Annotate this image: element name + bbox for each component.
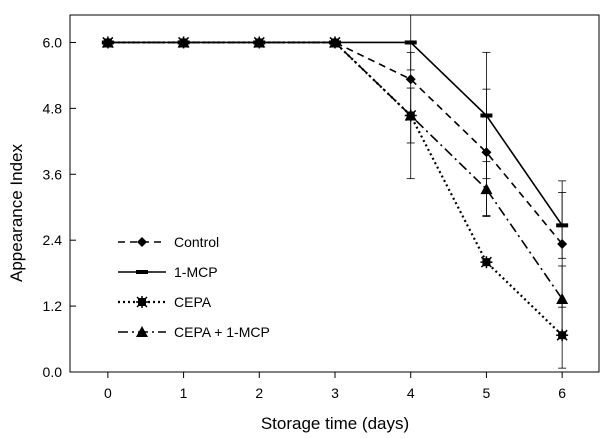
point-1-mcp: [404, 40, 417, 45]
y-tick-label: 0.0: [43, 364, 63, 380]
legend-label: CEPA + 1-MCP: [174, 324, 270, 340]
marker-stroke: [480, 256, 492, 268]
legend-label: 1-MCP: [174, 264, 218, 280]
y-tick-label: 3.6: [43, 166, 63, 182]
x-tick-label: 3: [331, 385, 339, 401]
series-line-cepa: [107, 41, 563, 336]
point-cepa-1-mcp: [480, 183, 493, 195]
x-axis-title: Storage time (days): [261, 414, 409, 433]
marker-stroke: [136, 296, 148, 308]
point-control: [481, 147, 492, 158]
point-cepa-1-mcp: [253, 36, 266, 48]
point-control: [557, 239, 568, 250]
marker-stroke: [556, 329, 568, 341]
legend: Control 1-MCP CEPA CEPA + 1-MCP: [118, 234, 270, 340]
legend-swatch-marker: [136, 270, 148, 274]
y-tick-label: 4.8: [43, 100, 63, 116]
legend-item-cepa-1-mcp: CEPA + 1-MCP: [118, 324, 270, 340]
point-cepa-1-mcp: [556, 292, 569, 304]
x-tick-label: 2: [255, 385, 263, 401]
point-cepa: [556, 329, 569, 342]
point-1-mcp: [556, 223, 569, 228]
y-tick-label: 6.0: [43, 34, 63, 50]
series-line-1-mcp: [107, 41, 563, 226]
point-1-mcp: [480, 113, 493, 118]
x-tick-label: 4: [407, 385, 415, 401]
point-cepa-1-mcp: [101, 36, 114, 48]
y-tick-label: 2.4: [43, 232, 63, 248]
legend-item-cepa: CEPA: [118, 294, 212, 310]
x-tick-label: 5: [483, 385, 491, 401]
point-cepa: [480, 256, 493, 269]
legend-swatch-marker: [137, 237, 147, 247]
series-markers: [101, 36, 569, 342]
point-control: [405, 74, 416, 85]
point-cepa-1-mcp: [329, 36, 341, 48]
series-line-cepa-1-mcp: [107, 41, 563, 300]
legend-swatch-marker: [136, 296, 148, 308]
legend-swatch-marker: [136, 326, 148, 337]
series-line-control: [107, 41, 563, 245]
legend-label: CEPA: [174, 294, 212, 310]
axes: 0.0 1.2 2.4 3.6 4.8 6.0 0 1 2 3 4 5 6: [43, 14, 600, 401]
point-cepa-1-mcp: [404, 109, 417, 121]
series-lines: [107, 41, 563, 336]
x-tick-label: 1: [180, 385, 188, 401]
point-cepa-1-mcp: [177, 36, 190, 48]
legend-label: Control: [174, 234, 219, 250]
y-axis-title: Appearance Index: [7, 144, 26, 282]
y-tick-label: 1.2: [43, 298, 63, 314]
x-tick-label: 6: [558, 385, 566, 401]
legend-item-control: Control: [118, 234, 219, 250]
x-tick-label: 0: [104, 385, 112, 401]
legend-item-1-mcp: 1-MCP: [118, 264, 218, 280]
